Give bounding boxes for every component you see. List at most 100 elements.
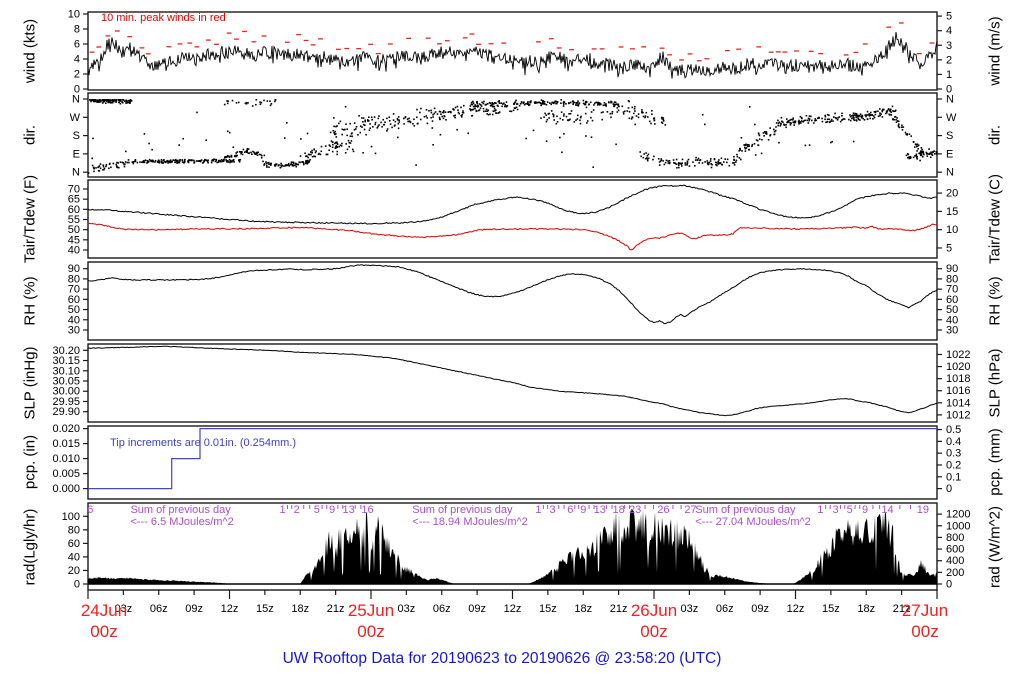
wind-dir-dot [265, 161, 267, 163]
wind-dir-dot [127, 99, 129, 102]
hour-label: 09z [185, 603, 203, 615]
wind-dir-dot [470, 101, 473, 104]
wind-dir-dot [244, 102, 247, 105]
wind-dir-dot [920, 154, 923, 156]
wind-dir-dot [542, 100, 545, 102]
wind-dir-dot [675, 163, 678, 165]
wind-dir-dot [833, 116, 835, 118]
wind-dir-dot [489, 113, 491, 116]
wind-dir-dot [103, 100, 105, 103]
wind-dir-dot [326, 153, 329, 156]
wind-dir-dot [605, 105, 607, 107]
hour-label: 12z [504, 603, 522, 615]
wind-dir-dot [263, 163, 266, 165]
wind-dir-dot [107, 99, 110, 101]
wind-dir-dot [332, 143, 334, 146]
wind-dir-dot [767, 139, 770, 141]
wind-dir-dot [104, 99, 106, 102]
wind-dir-dot [695, 156, 697, 159]
wind-dir-dot [90, 99, 92, 101]
wind-dir-dot [852, 116, 855, 119]
y-tick-label: 65 [68, 194, 80, 206]
wind-dir-dot [115, 101, 117, 103]
wind-dir-dot [333, 117, 335, 119]
wind-dir-dot [566, 119, 569, 121]
wind-dir-dot [914, 155, 916, 157]
wind-dir-dot [118, 166, 120, 169]
wind-dir-dot [874, 113, 877, 116]
wind-dir-dot [862, 117, 865, 120]
wind-dir-dot [492, 105, 495, 108]
wind-dir-dot [148, 160, 150, 163]
wind-dir-dot [306, 162, 309, 165]
wind-dir-dot [368, 116, 370, 118]
wind-dir-dot [739, 149, 741, 151]
wind-dir-dot [268, 163, 270, 165]
wind-dir-dot [404, 116, 407, 119]
wind-dir-dot [439, 111, 442, 113]
wind-dir-dot [491, 113, 494, 116]
wind-dir-dot [601, 118, 603, 121]
wind-dir-dot [396, 117, 399, 120]
wind-dir-dot [149, 160, 152, 162]
wind-dir-dot [496, 104, 499, 107]
wind-dir-dot [916, 150, 918, 152]
wind-dir-dot [563, 103, 565, 105]
wind-dir-dot [513, 102, 516, 104]
wind-dir-dot [542, 102, 544, 105]
wind-dir-dot [177, 161, 179, 164]
wind-dir-dot [585, 106, 588, 109]
wind-dir-dot [330, 140, 333, 142]
wind-dir-dot [403, 117, 405, 120]
wind-dir-dot [231, 160, 233, 163]
y-tick-label: 0.005 [52, 468, 80, 480]
wind-dir-dot [518, 104, 521, 107]
wind-dir-dot [372, 126, 374, 128]
wind-dir-dot [349, 142, 352, 144]
wind-dir-dot [313, 155, 315, 157]
wind-dir-dot [852, 116, 855, 118]
wind-dir-dot [262, 160, 264, 163]
wind-dir-dot [897, 125, 900, 128]
y-tick-label: 0.000 [52, 483, 80, 495]
wind-dir-dot [611, 111, 614, 113]
wind-dir-dot [757, 132, 760, 134]
wind-dir-dot [331, 150, 334, 153]
wind-dir-dot [108, 167, 110, 170]
wind-dir-dot [189, 159, 192, 161]
wind-dir-dot [448, 110, 451, 113]
wind-dir-dot [488, 101, 491, 104]
wind-dir-dot [151, 148, 153, 151]
wind-dir-dot [786, 118, 788, 120]
wind-dir-dot [660, 158, 663, 160]
wind-dir-dot [111, 101, 114, 104]
wind-dir-dot [408, 117, 410, 120]
wind-dir-dot [214, 160, 217, 163]
wind-dir-dot [579, 119, 581, 122]
wind-dir-dot [105, 99, 107, 101]
wind-dir-dot [789, 122, 791, 124]
wind-dir-dot [782, 121, 784, 123]
wind-dir-dot [445, 119, 447, 121]
wind-dir-dot [207, 159, 209, 162]
wind-dir-dot [769, 134, 771, 137]
wind-dir-dot [255, 151, 258, 154]
wind-dir-dot [824, 118, 826, 121]
wind-dir-dot [218, 159, 220, 162]
wind-dir-dot [755, 139, 758, 141]
wind-dir-dot [136, 161, 139, 164]
wind-dir-dot [915, 153, 918, 156]
wind-dir-dot [461, 111, 464, 114]
wind-dir-dot [193, 159, 195, 162]
y-tick-label: 1000 [946, 520, 970, 532]
wind-dir-dot [593, 104, 595, 106]
wind-dir-dot [474, 104, 476, 106]
slp-trace [87, 345, 938, 417]
wind-dir-dot [430, 109, 432, 112]
wind-dir-dot [491, 102, 493, 104]
rad-sum-number: 5 [847, 504, 853, 516]
wind-dir-dot [232, 146, 235, 148]
wind-dir-dot [280, 162, 282, 165]
wind-dir-dot [733, 155, 735, 158]
wind-dir-dot [540, 102, 542, 105]
